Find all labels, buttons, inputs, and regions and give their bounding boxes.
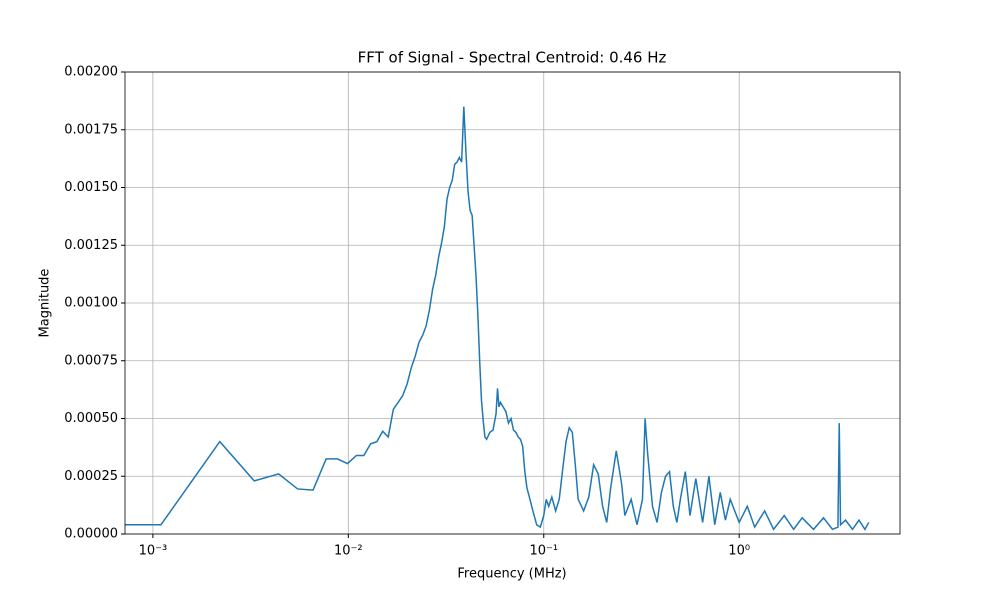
- chart-title: FFT of Signal - Spectral Centroid: 0.46 …: [358, 49, 667, 67]
- y-tick-label: 0.00000: [64, 527, 118, 542]
- y-tick-label: 0.00150: [64, 180, 118, 195]
- x-axis-label: Frequency (MHz): [457, 567, 566, 582]
- x-tick-label: 10⁰: [728, 544, 750, 559]
- spectrum-line: [125, 106, 870, 531]
- plot-frame: [124, 71, 901, 535]
- y-tick-label: 0.00100: [64, 296, 118, 311]
- y-tick-label: 0.00125: [64, 238, 118, 253]
- y-tick-label: 0.00200: [64, 65, 118, 80]
- y-axis-label: Magnitude: [38, 269, 53, 338]
- y-tick-label: 0.00075: [64, 353, 118, 368]
- y-tick-label: 0.00025: [64, 469, 118, 484]
- y-tick-label: 0.00050: [64, 411, 118, 426]
- x-tick-label: 10⁻²: [334, 544, 363, 559]
- x-tick-label: 10⁻³: [139, 544, 168, 559]
- y-tick-label: 0.00175: [64, 122, 118, 137]
- x-tick-label: 10⁻¹: [529, 544, 558, 559]
